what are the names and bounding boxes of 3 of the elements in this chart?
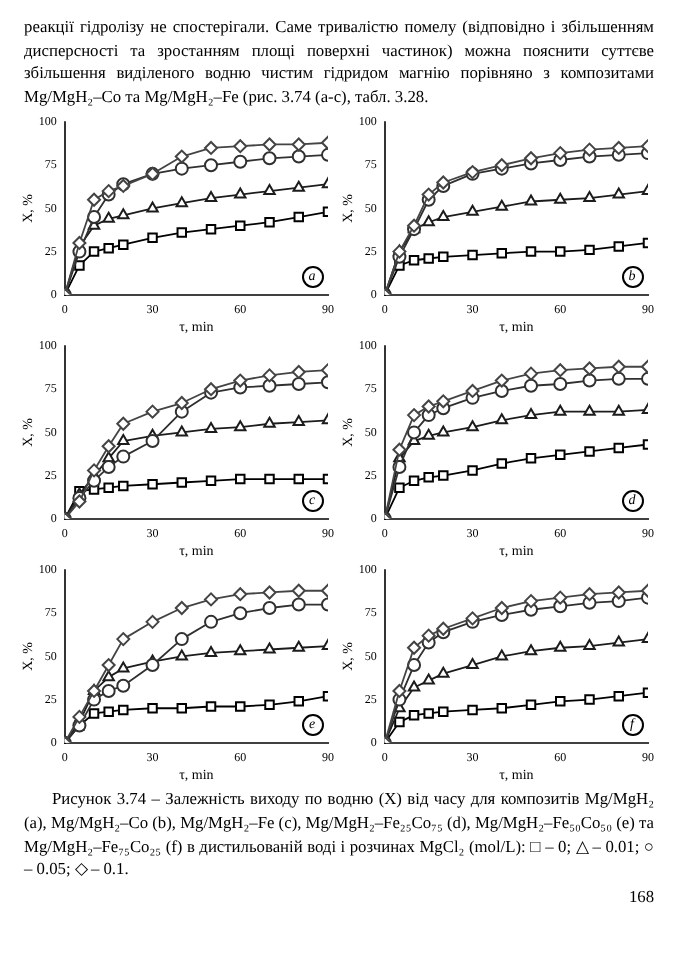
- text: реакції гідролізу не спостерігали. Саме тривалістю помелу (відповідно і збільшенням дисперсності та зростанням площі поверхні частинок) можна пояснити суттєве збільшення виділеного водню чистим гідридом магнію порівняно з композитами Mg/MgH₂–Co та Mg/MgH₂–Fe (рис. 3.74 (a-c), табл. 3.28.: [24, 16, 654, 109]
- text: Рисунок 3.74 – Залежність виходу по водню (X) від часу для композитів Mg/MgH₂ (a), Mg/MgH₂–Co (b), Mg/MgH₂–Fe (c), Mg/MgH₂–Fe₂₅Co₇₅ (d), Mg/MgH₂–Fe₅₀Co₅₀ (e) та Mg/MgH₂–Fe₇₅Co₂₅ (f) в дистильованій воді і розчинах MgCl₂ (mol/L): □ – 0; △ – 0.01; ○ – 0.05; ◇ – 0.1.: [24, 788, 654, 882]
- text: 168: [626, 885, 654, 909]
